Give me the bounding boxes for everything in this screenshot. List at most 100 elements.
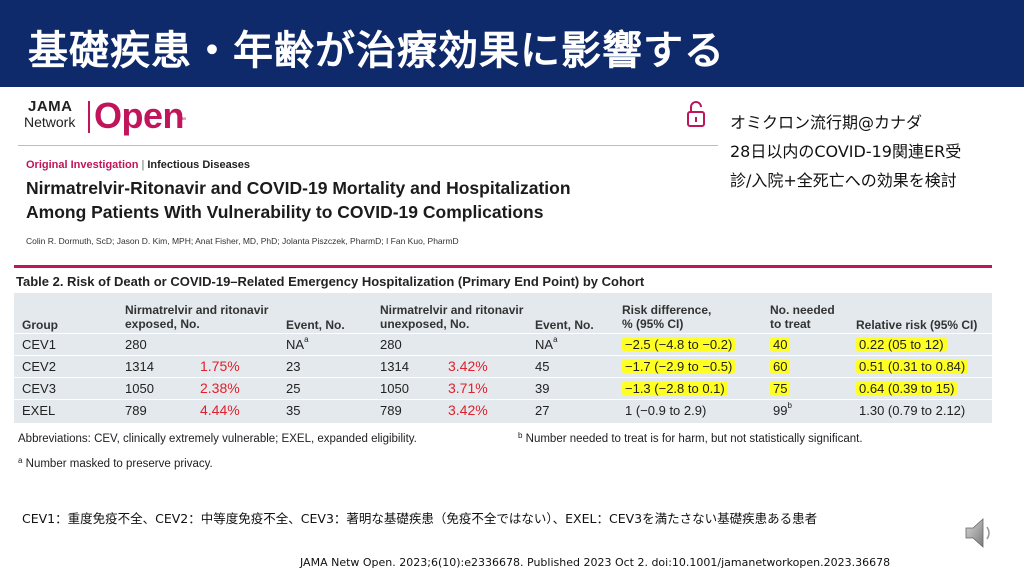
footnote-a-text: Number masked to preserve privacy. <box>25 458 213 470</box>
header-group: Group <box>22 318 58 332</box>
cell-event-exposed: NAa <box>286 335 309 352</box>
cell-unexposed-percent: 3.42% <box>448 402 488 418</box>
header-relative-risk: Relative risk (95% CI) <box>856 318 978 332</box>
cell-unexposed: 1050 <box>380 381 409 396</box>
highlighted-value: 75 <box>770 381 791 396</box>
cell-relative-risk: 0.64 (0.39 to 15) <box>856 381 958 396</box>
side-note-line: 診/入院+全死亡への効果を検討 <box>730 171 957 190</box>
title-bar: 基礎疾患・年齢が治療効果に影響する <box>0 0 1024 87</box>
logo-jama: JAMA <box>28 98 73 115</box>
row-separator <box>14 377 992 378</box>
highlighted-value: 0.51 (0.31 to 0.84) <box>856 359 969 374</box>
cell-exposed: 1050 <box>125 381 154 396</box>
header-exposed-line1: Nirmatrelvir and ritonavir <box>125 303 269 317</box>
footnote-marker: a <box>553 335 558 344</box>
article-title-line: Nirmatrelvir-Ritonavir and COVID-19 Mort… <box>26 178 571 198</box>
highlighted-value: 40 <box>770 337 791 352</box>
cell-group: CEV2 <box>22 359 56 374</box>
cell-risk-difference: −1.7 (−2.9 to −0.5) <box>622 359 736 374</box>
header-unexposed-line1: Nirmatrelvir and ritonavir <box>380 303 524 317</box>
category-label: Original Investigation <box>26 159 139 171</box>
header-exposed-line2: exposed, No. <box>125 317 200 331</box>
cell-event-exposed: 25 <box>286 381 301 396</box>
footnote-b: b Number needed to treat is for harm, bu… <box>518 431 863 445</box>
article-title: Nirmatrelvir-Ritonavir and COVID-19 Mort… <box>26 176 571 224</box>
cell-event-value: NA <box>535 337 554 352</box>
jama-network-open-logo: JAMA Network Open ™ <box>24 95 224 137</box>
footnote-abbreviations: Abbreviations: CEV, clinically extremely… <box>18 433 417 445</box>
speaker-icon[interactable] <box>964 516 994 550</box>
cell-exposed: 1314 <box>125 359 154 374</box>
header-unexposed: Nirmatrelvir and ritonavir unexposed, No… <box>380 303 523 331</box>
header-risk-line2: % (95% CI) <box>622 317 684 331</box>
footnote-marker: b <box>787 401 792 410</box>
highlighted-value: −1.7 (−2.9 to −0.5) <box>622 359 736 374</box>
cell-unexposed-percent: 3.42% <box>448 358 488 374</box>
category-separator: | <box>141 159 145 171</box>
cell-exposed-percent: 4.44% <box>200 402 240 418</box>
cell-exposed-percent: 1.75% <box>200 358 240 374</box>
cell-exposed-percent: 2.38% <box>200 380 240 396</box>
cell-event-value: NA <box>286 337 305 352</box>
header-risk-difference: Risk difference, % (95% CI) <box>622 303 711 331</box>
cell-group: CEV3 <box>22 381 56 396</box>
cell-unexposed: 280 <box>380 337 402 352</box>
table-caption: Table 2. Risk of Death or COVID-19–Relat… <box>16 274 645 289</box>
cell-nnt: 40 <box>770 337 791 352</box>
side-note: オミクロン流行期@カナダ 28日以内のCOVID-19関連ER受 診/入院+全死… <box>730 108 1020 195</box>
cell-event-unexposed: 27 <box>535 403 550 418</box>
footnote-a-marker: a <box>18 456 23 465</box>
cell-event-exposed: 35 <box>286 403 301 418</box>
cell-nnt: 99b <box>773 401 792 418</box>
cell-nnt: 60 <box>770 359 791 374</box>
side-note-line: オミクロン流行期@カナダ <box>730 113 923 132</box>
cell-exposed: 789 <box>125 403 147 418</box>
cell-nnt: 75 <box>770 381 791 396</box>
citation: JAMA Netw Open. 2023;6(10):e2336678. Pub… <box>300 556 891 569</box>
cell-group: EXEL <box>22 403 56 418</box>
side-note-line: 28日以内のCOVID-19関連ER受 <box>730 142 962 161</box>
highlighted-value: 60 <box>770 359 791 374</box>
row-separator <box>14 355 992 356</box>
article-title-line: Among Patients With Vulnerability to COV… <box>26 202 544 222</box>
highlighted-value: 0.22 (05 to 12) <box>856 337 947 352</box>
cell-risk-difference: −2.5 (−4.8 to −0.2) <box>622 337 736 352</box>
cell-risk-difference: −1.3 (−2.8 to 0.1) <box>622 381 728 396</box>
cell-exposed: 280 <box>125 337 147 352</box>
row-separator <box>14 399 992 400</box>
footnote-marker: a <box>304 335 309 344</box>
header-exposed: Nirmatrelvir and ritonavir exposed, No. <box>125 303 268 331</box>
header-nnt: No. needed to treat <box>770 303 835 331</box>
logo-divider <box>88 101 90 133</box>
cell-risk-difference: 1 (−0.9 to 2.9) <box>625 403 707 418</box>
header-event-exposed: Event, No. <box>286 318 345 332</box>
cell-unexposed-percent: 3.71% <box>448 380 488 396</box>
results-table <box>14 293 992 423</box>
highlighted-value: 0.64 (0.39 to 15) <box>856 381 958 396</box>
highlighted-value: −2.5 (−4.8 to −0.2) <box>622 337 736 352</box>
footnote-b-text: Number needed to treat is for harm, but … <box>525 433 863 445</box>
cell-event-unexposed: 39 <box>535 381 550 396</box>
header-unexposed-line2: unexposed, No. <box>380 317 470 331</box>
logo-trademark: ™ <box>179 117 186 124</box>
footnote-b-marker: b <box>518 431 523 440</box>
cell-nnt-value: 99 <box>773 403 788 418</box>
footnote-a: a Number masked to preserve privacy. <box>18 456 213 470</box>
row-separator <box>14 333 992 334</box>
cell-unexposed: 789 <box>380 403 402 418</box>
cell-event-unexposed: NAa <box>535 335 558 352</box>
article-category: Original Investigation | Infectious Diseas… <box>26 159 250 171</box>
cell-event-exposed: 23 <box>286 359 301 374</box>
cell-relative-risk: 0.51 (0.31 to 0.84) <box>856 359 969 374</box>
subcategory-label: Infectious Diseases <box>147 159 251 171</box>
header-divider <box>18 145 718 146</box>
table-top-rule <box>14 265 992 268</box>
cohort-definitions: CEV1：重度免疫不全、CEV2：中等度免疫不全、CEV3：著明な基礎疾患（免疫… <box>22 511 818 526</box>
open-lock-icon <box>687 101 705 127</box>
slide-title: 基礎疾患・年齢が治療効果に影響する <box>28 28 725 74</box>
cell-group: CEV1 <box>22 337 56 352</box>
highlighted-value: −1.3 (−2.8 to 0.1) <box>622 381 728 396</box>
article-authors: Colin R. Dormuth, ScD; Jason D. Kim, MPH… <box>26 236 459 246</box>
cell-unexposed: 1314 <box>380 359 409 374</box>
header-risk-line1: Risk difference, <box>622 303 712 317</box>
